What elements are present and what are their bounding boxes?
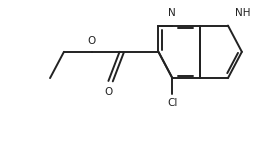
- Text: Cl: Cl: [167, 98, 178, 108]
- Text: O: O: [104, 87, 113, 97]
- Text: NH: NH: [235, 8, 250, 18]
- Text: O: O: [88, 36, 96, 46]
- Text: N: N: [168, 8, 176, 18]
